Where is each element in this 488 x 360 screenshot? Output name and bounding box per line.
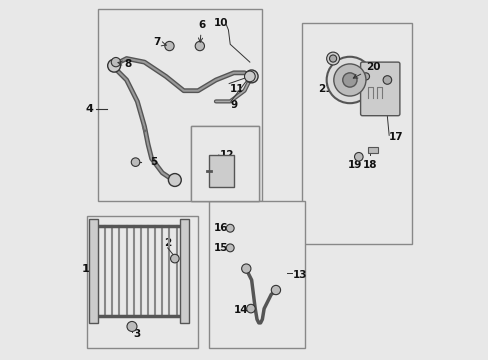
Bar <box>367 147 377 153</box>
Text: 17: 17 <box>388 132 403 142</box>
Bar <box>301 23 411 244</box>
Text: 4: 4 <box>85 104 93 113</box>
Text: 8: 8 <box>118 59 132 69</box>
Text: 14: 14 <box>233 305 247 315</box>
Text: 19: 19 <box>347 160 362 170</box>
Circle shape <box>111 58 121 67</box>
Text: 6: 6 <box>198 19 205 42</box>
Text: 16: 16 <box>213 223 228 233</box>
Circle shape <box>244 70 258 83</box>
Text: 13: 13 <box>292 270 306 280</box>
Circle shape <box>342 73 356 87</box>
Text: 5: 5 <box>149 157 157 167</box>
Bar <box>190 126 258 202</box>
Text: 15: 15 <box>213 243 228 253</box>
Bar <box>208 202 305 348</box>
Text: 10: 10 <box>214 18 228 28</box>
Text: 9: 9 <box>230 100 237 110</box>
Text: 18: 18 <box>362 160 377 170</box>
Circle shape <box>271 285 280 295</box>
Text: 20: 20 <box>352 63 380 78</box>
Circle shape <box>333 64 365 96</box>
Text: 21: 21 <box>317 84 332 94</box>
Circle shape <box>244 71 255 82</box>
Circle shape <box>382 76 391 84</box>
Circle shape <box>226 224 234 232</box>
Circle shape <box>127 321 137 332</box>
Circle shape <box>168 174 181 186</box>
Circle shape <box>362 73 369 80</box>
Bar <box>87 216 198 348</box>
Bar <box>89 219 98 323</box>
Text: 12: 12 <box>219 150 234 160</box>
Circle shape <box>246 304 255 313</box>
Text: 3: 3 <box>134 329 141 339</box>
Text: 11: 11 <box>230 84 244 94</box>
Text: 7: 7 <box>153 37 166 48</box>
Circle shape <box>164 41 174 51</box>
Circle shape <box>326 57 372 103</box>
FancyBboxPatch shape <box>360 62 399 116</box>
Bar <box>190 126 258 202</box>
Circle shape <box>329 55 336 62</box>
Circle shape <box>107 59 121 72</box>
Text: 2: 2 <box>164 238 171 248</box>
Text: 1: 1 <box>81 264 89 274</box>
Circle shape <box>195 41 204 51</box>
Circle shape <box>131 158 140 166</box>
Bar <box>180 219 189 323</box>
Bar <box>98 9 262 202</box>
Circle shape <box>170 254 179 263</box>
Circle shape <box>241 264 250 273</box>
Circle shape <box>326 52 339 65</box>
Circle shape <box>226 244 234 252</box>
Circle shape <box>354 153 363 161</box>
Bar <box>208 155 233 187</box>
